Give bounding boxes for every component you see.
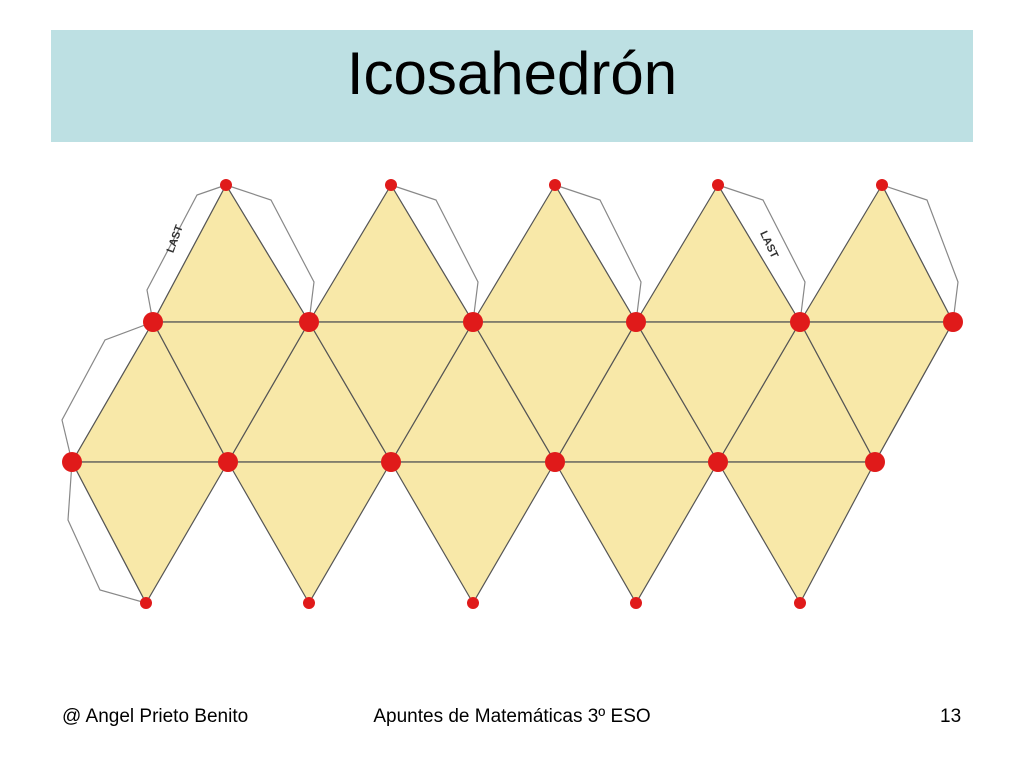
footer-course: Apuntes de Matemáticas 3º ESO (373, 706, 651, 727)
vertex-flower (299, 312, 319, 332)
vertex-flower (794, 597, 806, 609)
glue-tabs (61, 183, 959, 604)
face (716, 461, 876, 605)
face (71, 461, 230, 605)
face (226, 461, 393, 605)
vertex-flower (463, 312, 483, 332)
vertex-flower (385, 179, 397, 191)
vertex-flower (630, 597, 642, 609)
vertex-flower (790, 312, 810, 332)
vertex-flower (708, 452, 728, 472)
vertex-flower (143, 312, 163, 332)
vertex-flower (712, 179, 724, 191)
footer-author: @ Angel Prieto Benito (62, 706, 249, 727)
face (798, 321, 955, 464)
face (151, 321, 311, 464)
vertex-flower (545, 452, 565, 472)
faces (70, 183, 955, 605)
face (553, 461, 720, 605)
vertex-flower (220, 179, 232, 191)
vertex-flower (62, 452, 82, 472)
vertex-flower (943, 312, 963, 332)
vertex-flower (140, 597, 152, 609)
vertices (62, 179, 963, 609)
face (307, 321, 475, 464)
vertex-flower (865, 452, 885, 472)
title: Icosahedrón (346, 40, 678, 107)
vertex-flower (626, 312, 646, 332)
face (634, 321, 802, 464)
footer-page: 13 (940, 706, 962, 727)
vertex-flower (381, 452, 401, 472)
face (471, 321, 638, 464)
vertex-flower (876, 179, 888, 191)
face (389, 461, 557, 605)
title-bar (51, 30, 973, 142)
vertex-flower (218, 452, 238, 472)
vertex-flower (549, 179, 561, 191)
vertex-flower (303, 597, 315, 609)
vertex-flower (467, 597, 479, 609)
